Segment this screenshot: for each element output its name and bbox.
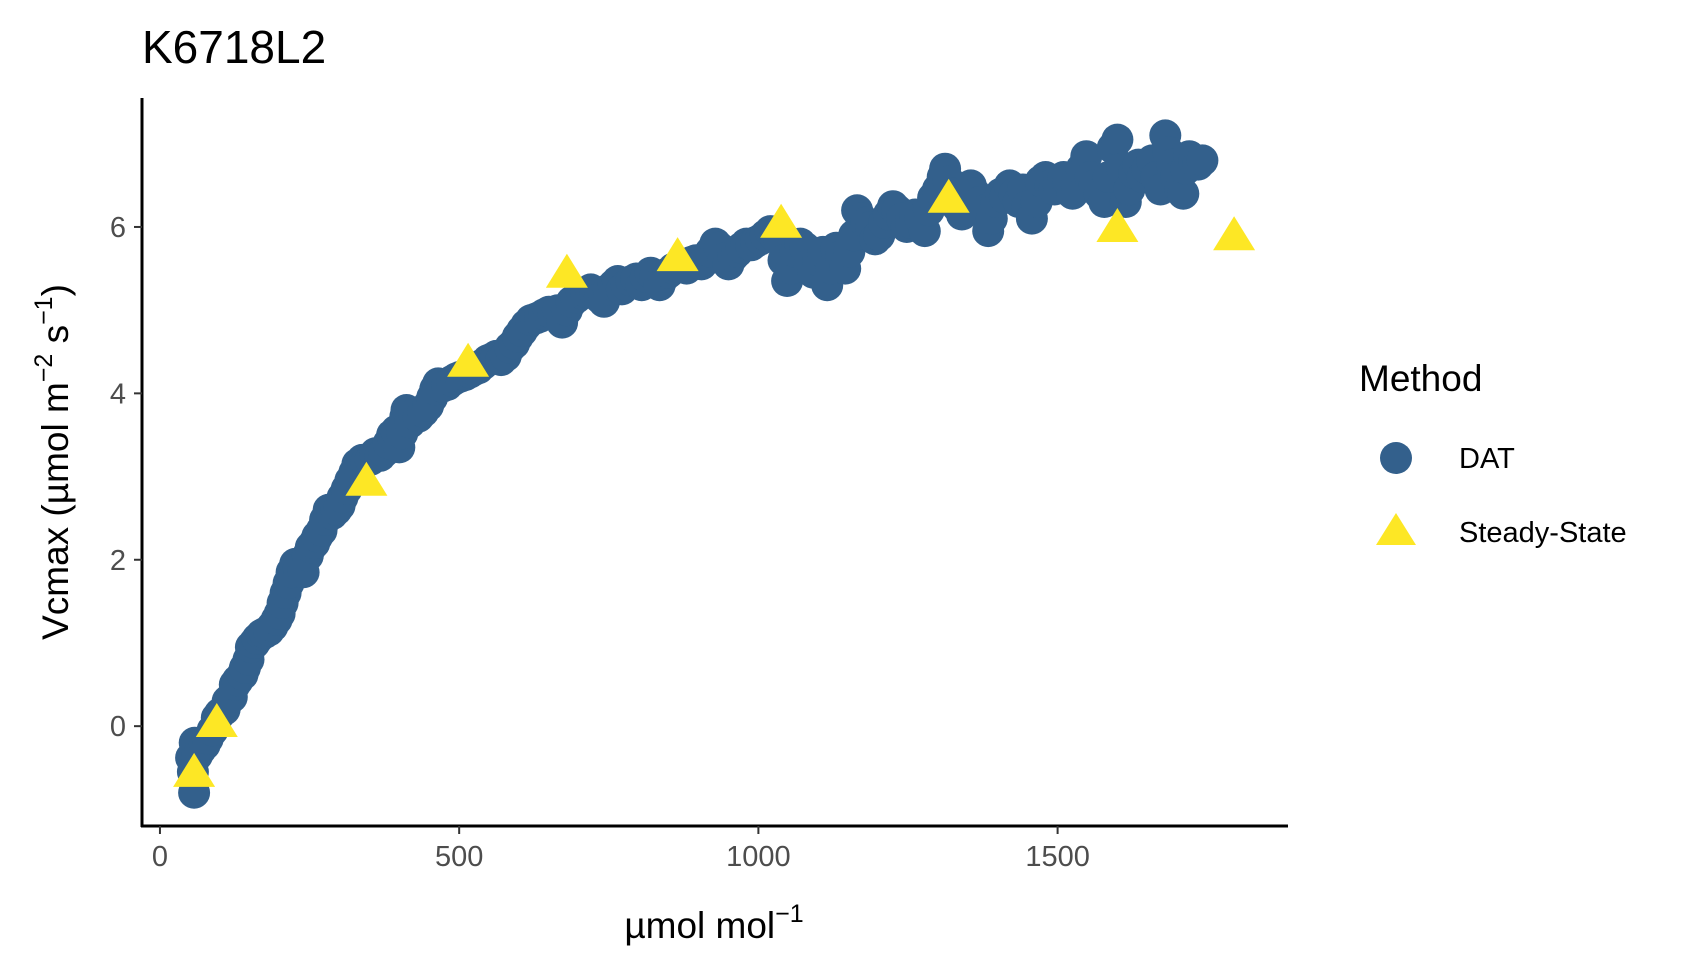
y-tick-label: 0 [110, 711, 126, 743]
legend-steady-state-label: Steady-State [1459, 517, 1627, 549]
y-axis-title: Vcmax (µmol m−2 s−1) [30, 284, 76, 640]
y-axis-title-pre: Vcmax (µmol m [35, 382, 76, 640]
steady-state-point [927, 178, 970, 213]
legend-dat-key [1380, 442, 1412, 474]
steady-state-point [447, 342, 490, 377]
x-tick-label: 1500 [1025, 841, 1090, 873]
dat-point [1167, 177, 1200, 210]
y-axis-title-mid: s [35, 325, 76, 354]
y-axis-title-post: ) [35, 284, 76, 296]
steady-state-point [760, 203, 803, 238]
steady-state-point [173, 752, 216, 787]
x-axis-title: µmol mol−1 [624, 900, 803, 946]
steady-state-point [1096, 208, 1139, 242]
dat-series [175, 119, 1219, 809]
legend-steady-state-key [1376, 513, 1416, 545]
y-axis-title-sup1: −2 [30, 354, 58, 383]
steady-state-point [195, 703, 238, 737]
plot-area [173, 119, 1256, 809]
y-axis-title-sup2: −1 [30, 296, 58, 325]
y-tick-label: 6 [110, 212, 126, 244]
x-tick-label: 1000 [726, 841, 791, 873]
x-tick-label: 500 [435, 841, 483, 873]
x-axis-title-sup: −1 [775, 900, 804, 928]
y-ticks: 0 2 4 6 [110, 212, 142, 743]
x-tick-label: 0 [152, 841, 168, 873]
steady-state-point [656, 237, 699, 272]
y-tick-label: 2 [110, 545, 126, 577]
legend: Method DAT Steady-State [1359, 358, 1627, 549]
y-tick-label: 4 [110, 378, 126, 410]
steady-state-point [345, 461, 388, 496]
chart-title: K6718L2 [142, 21, 326, 73]
steady-state-point [1213, 216, 1256, 251]
dat-point [1186, 144, 1219, 177]
dat-point [1101, 123, 1134, 156]
legend-dat-label: DAT [1459, 443, 1515, 475]
x-axis-title-base: µmol mol [624, 905, 775, 946]
legend-title: Method [1359, 358, 1482, 399]
steady-state-point [545, 253, 588, 288]
x-ticks: 0 500 1000 1500 [152, 826, 1090, 873]
steady-state-series [173, 178, 1256, 787]
